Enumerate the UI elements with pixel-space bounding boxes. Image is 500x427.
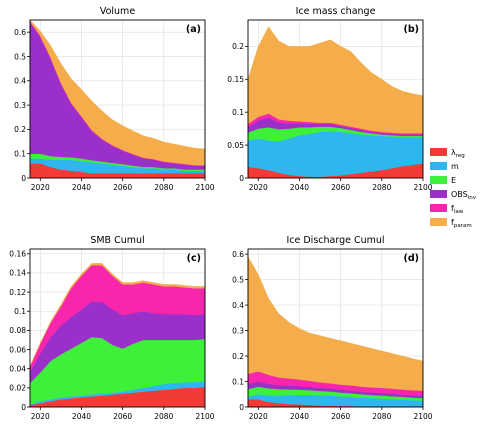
panel-label: (c): [187, 253, 201, 264]
legend-label-sub: inv: [468, 195, 477, 201]
stacked-areas: [29, 19, 206, 179]
x-tick-label: 2080: [154, 183, 173, 192]
y-tick-label: 0: [21, 174, 26, 183]
y-tick-label: 0.05: [227, 141, 244, 150]
plot-frame: [247, 19, 424, 179]
area-fparam: [247, 255, 424, 391]
y-tick-label: 0.1: [232, 108, 244, 117]
plot-frame: [29, 248, 206, 408]
legend-swatch-E: [430, 176, 447, 184]
y-tick-label: 0.04: [9, 364, 26, 373]
y-tick-label: 0.08: [9, 326, 26, 335]
stacked-areas: [29, 263, 206, 408]
y-tick-label: 0: [239, 174, 244, 183]
panel-title: SMB Cumul: [90, 235, 144, 246]
y-tick-label: 0.12: [9, 288, 26, 297]
panel-smb-cumul: SMB Cumul 2020 2040 2060 2080 2100 0 0.02 0.04 0.…: [9, 235, 214, 421]
y-tick-label: 0.2: [232, 42, 244, 51]
legend-label-flaw: flaw: [451, 204, 464, 215]
x-tick-label: 2060: [113, 183, 132, 192]
x-tick-label: 2020: [31, 183, 50, 192]
y-tick-label: 0.1: [14, 149, 26, 158]
y-tick-label: 0.16: [9, 250, 26, 259]
x-tick-label: 2100: [195, 412, 214, 421]
x-tick-label: 2100: [413, 183, 432, 192]
y-tick-label: 0.02: [9, 384, 26, 393]
legend-label-sub: reg: [456, 153, 465, 159]
x-tick-label: 2040: [290, 412, 309, 421]
x-tick-label: 2020: [31, 412, 50, 421]
panel-label: (b): [404, 24, 419, 35]
y-tick-label: 0.2: [14, 125, 26, 134]
panel-title: Volume: [100, 6, 135, 17]
y-tick-label: 0.5: [232, 275, 244, 284]
plot-frame: [247, 248, 424, 408]
panel-label: (d): [404, 253, 419, 264]
legend-label-main: f: [451, 218, 454, 227]
x-tick-label: 2020: [249, 183, 268, 192]
x-tick-label: 2060: [331, 412, 350, 421]
legend-label-OBS: OBSinv: [451, 190, 477, 201]
legend-label-m: m: [451, 162, 459, 171]
y-tick-label: 0.6: [232, 250, 244, 259]
x-tick-label: 2020: [249, 412, 268, 421]
legend-label-E: E: [451, 176, 456, 185]
x-tick-label: 2080: [372, 183, 391, 192]
x-tick-label: 2040: [290, 183, 309, 192]
legend-label-main: f: [451, 204, 454, 213]
legend-label-fparam: fparam: [451, 218, 472, 229]
y-tick-label: 0.3: [14, 101, 26, 110]
x-tick-label: 2080: [154, 412, 173, 421]
legend-label-main: λ: [451, 148, 456, 157]
y-tick-label: 0.1: [232, 377, 244, 386]
y-tick-label: 0.4: [14, 77, 26, 86]
x-tick-label: 2040: [72, 183, 91, 192]
panel-title: Ice Discharge Cumul: [286, 235, 384, 246]
y-tick-label: 0: [21, 403, 26, 412]
legend-label-main: OBS: [451, 190, 468, 199]
panel-label: (a): [186, 24, 201, 35]
legend-swatch-fparam: [430, 218, 447, 226]
x-tick-label: 2100: [195, 183, 214, 192]
legend-label-sub: param: [454, 223, 472, 229]
panel-ice-mass-change: Ice mass change 2020 2040 2060 2080 2100 0 0.05…: [227, 6, 432, 192]
panel-title: Ice mass change: [296, 6, 376, 17]
x-tick-label: 2060: [331, 183, 350, 192]
legend-label-sub: law: [454, 209, 464, 215]
legend-label-lreg: λreg: [451, 148, 465, 159]
legend-swatch-flaw: [430, 204, 447, 212]
legend-label-main: m: [451, 162, 459, 171]
panel-volume: Volume 2020 2040 2060 2080 2100 0 0.1 0.2 0.3 0.4 0…: [14, 6, 215, 192]
y-tick-label: 0.15: [227, 75, 244, 84]
x-tick-label: 2100: [413, 412, 432, 421]
y-tick-label: 0: [239, 403, 244, 412]
y-tick-label: 0.14: [9, 269, 26, 278]
legend-swatch-OBS: [430, 190, 447, 198]
y-tick-label: 0.3: [232, 326, 244, 335]
stacked-areas: [247, 26, 424, 179]
x-tick-label: 2060: [113, 412, 132, 421]
legend-swatch-m: [430, 162, 447, 170]
stacked-areas: [247, 255, 424, 408]
y-tick-label: 0.2: [232, 352, 244, 361]
x-tick-label: 2080: [372, 412, 391, 421]
y-tick-label: 0.6: [14, 28, 26, 37]
legend-swatch-lreg: [430, 148, 447, 156]
y-tick-label: 0.5: [14, 52, 26, 61]
y-tick-label: 0.4: [232, 301, 244, 310]
x-tick-label: 2040: [72, 412, 91, 421]
plot-frame: [29, 19, 206, 179]
y-tick-label: 0.06: [9, 345, 26, 354]
legend-label-main: E: [451, 176, 456, 185]
panel-ice-discharge-cumul: Ice Discharge Cumul 2020 2040 2060 2080 2100 0…: [232, 235, 433, 421]
y-tick-label: 0.1: [14, 307, 26, 316]
